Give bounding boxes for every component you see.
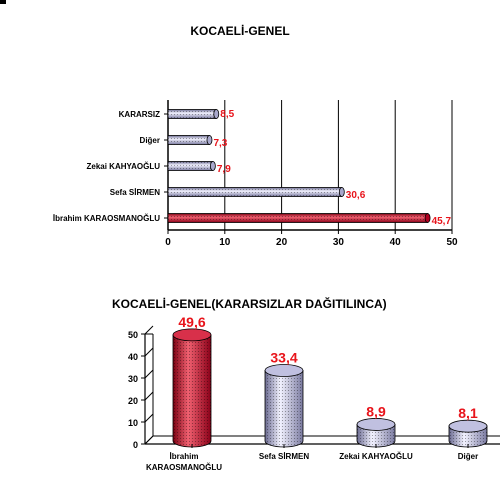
- chart1-bar-cap: [206, 135, 213, 145]
- chart2-ytick-label: 50: [128, 330, 138, 340]
- chart2-wall-tick: [144, 435, 154, 445]
- chart2-wall-tick: [144, 325, 154, 335]
- chart1-data-label: 45,7: [432, 216, 452, 227]
- chart2-ytick-label: 10: [128, 418, 138, 428]
- chart2-bar-cap: [356, 418, 396, 431]
- chart1-bar-cap: [209, 161, 216, 171]
- chart1-data-label: 8,5: [220, 109, 234, 120]
- chart1-category-label: Zekai KAHYAOĞLU: [87, 162, 161, 171]
- chart2-category-label: İbrahim: [170, 452, 199, 461]
- chart1-category-label: İbrahim KARAOSMANOĞLU: [53, 214, 160, 223]
- chart2-bar-cap: [172, 328, 212, 342]
- chart1-data-label: 7,9: [217, 164, 231, 175]
- chart1-bar-cap: [338, 187, 345, 197]
- chart1-xtick-label: 30: [333, 237, 345, 248]
- chart2-bar-texture: [173, 334, 211, 447]
- chart2-wall-tick: [144, 347, 154, 357]
- chart2-wall-tick: [144, 391, 154, 401]
- chart1-bar-texture: [168, 109, 217, 119]
- chart1-category-label: Sefa SİRMEN: [110, 188, 160, 197]
- chart2-category-label: Diğer: [458, 452, 478, 461]
- chart1-bar-cap: [424, 213, 431, 223]
- chart1-xtick-label: 50: [446, 237, 458, 248]
- chart1-title: KOCAELİ-GENEL: [190, 24, 290, 38]
- chart1-bar-texture: [168, 213, 428, 223]
- chart1-category-label: Diğer: [140, 136, 160, 145]
- chart1-horizontal-bar: 0 10 20 30 40 50 KARARSIZ 8,5 Diğer 7,3 Zekai KAHY…: [53, 100, 458, 248]
- chart1-xtick-label: 0: [165, 237, 171, 248]
- chart2-ytick-label: 0: [133, 440, 138, 450]
- chart2-category-label: Zekai KAHYAOĞLU: [339, 452, 413, 461]
- chart1-data-label: 30,6: [346, 190, 366, 201]
- chart2-bar-cap: [448, 419, 488, 433]
- chart2-data-label: 33,4: [270, 350, 297, 366]
- chart1-bar-texture: [168, 161, 213, 171]
- chart1-xtick-label: 40: [390, 237, 402, 248]
- chart1-xtick-label: 20: [276, 237, 288, 248]
- chart2-wall-tick: [144, 369, 154, 379]
- chart2-title: KOCAELİ-GENEL(KARARSIZLAR DAĞITILINCA): [112, 297, 387, 311]
- chart2-ytick-label: 20: [128, 396, 138, 406]
- chart1-xtick-label: 10: [219, 237, 231, 248]
- chart1-data-label: 7,3: [213, 138, 227, 149]
- chart1-bar-texture: [168, 187, 342, 197]
- chart2-bar-texture: [265, 370, 303, 447]
- chart1-bar-cap: [213, 109, 220, 119]
- chart2-wall-tick: [144, 413, 154, 423]
- chart2-bar-cap: [264, 364, 304, 377]
- chart2-data-label: 8,9: [366, 403, 386, 419]
- chart2-data-label: 49,6: [178, 314, 205, 330]
- chart2-ytick-label: 40: [128, 352, 138, 362]
- chart2-category-label: KARAOSMANOĞLU: [146, 463, 222, 472]
- chart2-category-label: Sefa SİRMEN: [259, 452, 309, 461]
- corner-mark: [0, 0, 6, 4]
- chart2-ytick-label: 30: [128, 374, 138, 384]
- chart1-category-label: KARARSIZ: [119, 110, 160, 119]
- chart2-data-label: 8,1: [458, 405, 478, 421]
- chart2-bar-texture: [357, 424, 395, 447]
- chart1-bar-texture: [168, 135, 210, 145]
